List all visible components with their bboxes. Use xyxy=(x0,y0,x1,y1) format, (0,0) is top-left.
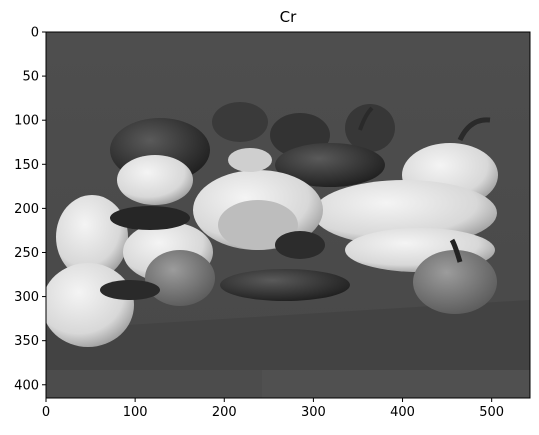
y-tick-label: 350 xyxy=(14,334,39,349)
x-tick-label: 100 xyxy=(123,405,148,420)
y-tick-label: 400 xyxy=(14,378,39,393)
y-tick-label: 50 xyxy=(22,70,39,85)
chart-title: Cr xyxy=(280,8,297,26)
y-axis: 0 50 100 150 200 250 300 350 400 xyxy=(14,26,46,393)
y-tick-label: 200 xyxy=(14,202,39,217)
x-tick-label: 400 xyxy=(390,405,415,420)
y-tick-label: 300 xyxy=(14,290,39,305)
y-tick-label: 150 xyxy=(14,158,39,173)
y-tick-label: 0 xyxy=(31,26,39,41)
y-tick-label: 100 xyxy=(14,114,39,129)
x-axis: 0 100 200 300 400 500 xyxy=(42,398,504,420)
x-tick-label: 300 xyxy=(301,405,326,420)
x-tick-label: 0 xyxy=(42,405,50,420)
axes-frame xyxy=(45,31,531,399)
x-tick-label: 200 xyxy=(212,405,237,420)
image-heatmap xyxy=(46,32,530,398)
y-tick-label: 250 xyxy=(14,246,39,261)
x-tick-label: 500 xyxy=(479,405,504,420)
